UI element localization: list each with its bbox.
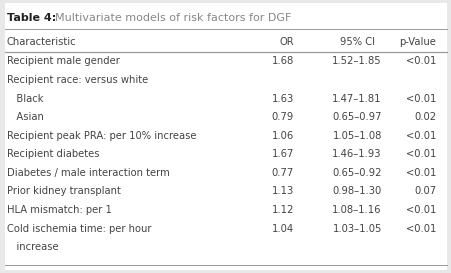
- Text: 1.03–1.05: 1.03–1.05: [331, 224, 381, 233]
- Text: 1.08–1.16: 1.08–1.16: [331, 205, 381, 215]
- Text: 1.46–1.93: 1.46–1.93: [331, 149, 381, 159]
- Text: 0.98–1.30: 0.98–1.30: [332, 186, 381, 196]
- Text: 1.06: 1.06: [271, 131, 293, 141]
- Text: Cold ischemia time: per hour: Cold ischemia time: per hour: [7, 224, 151, 233]
- Text: <0.01: <0.01: [405, 224, 435, 233]
- Text: 1.13: 1.13: [271, 186, 293, 196]
- Text: <0.01: <0.01: [405, 149, 435, 159]
- Text: Asian: Asian: [7, 112, 44, 122]
- Text: 1.52–1.85: 1.52–1.85: [331, 57, 381, 66]
- Text: 0.65–0.92: 0.65–0.92: [331, 168, 381, 178]
- Text: 1.04: 1.04: [271, 224, 293, 233]
- Text: Recipient diabetes: Recipient diabetes: [7, 149, 99, 159]
- Text: p-Value: p-Value: [398, 37, 435, 47]
- Text: Recipient race: versus white: Recipient race: versus white: [7, 75, 148, 85]
- Text: <0.01: <0.01: [405, 94, 435, 103]
- Text: <0.01: <0.01: [405, 57, 435, 66]
- Text: <0.01: <0.01: [405, 205, 435, 215]
- Text: Prior kidney transplant: Prior kidney transplant: [7, 186, 120, 196]
- Text: 0.02: 0.02: [413, 112, 435, 122]
- Text: 0.79: 0.79: [271, 112, 293, 122]
- Text: Table 4:: Table 4:: [7, 13, 56, 23]
- Text: Characteristic: Characteristic: [7, 37, 76, 47]
- Text: HLA mismatch: per 1: HLA mismatch: per 1: [7, 205, 111, 215]
- Text: increase: increase: [7, 242, 58, 252]
- Text: Recipient peak PRA: per 10% increase: Recipient peak PRA: per 10% increase: [7, 131, 196, 141]
- Text: 1.05–1.08: 1.05–1.08: [331, 131, 381, 141]
- Text: 1.68: 1.68: [271, 57, 293, 66]
- Text: 1.47–1.81: 1.47–1.81: [331, 94, 381, 103]
- Text: 0.07: 0.07: [413, 186, 435, 196]
- Text: 1.67: 1.67: [271, 149, 293, 159]
- Text: Recipient male gender: Recipient male gender: [7, 57, 120, 66]
- Text: 95% CI: 95% CI: [339, 37, 374, 47]
- Text: <0.01: <0.01: [405, 168, 435, 178]
- Text: 0.65–0.97: 0.65–0.97: [331, 112, 381, 122]
- Text: 1.12: 1.12: [271, 205, 293, 215]
- Text: OR: OR: [279, 37, 293, 47]
- Text: 0.77: 0.77: [271, 168, 293, 178]
- Text: Multivariate models of risk factors for DGF: Multivariate models of risk factors for …: [48, 13, 291, 23]
- Text: 1.63: 1.63: [271, 94, 293, 103]
- Text: Black: Black: [7, 94, 43, 103]
- Text: Diabetes / male interaction term: Diabetes / male interaction term: [7, 168, 169, 178]
- Text: <0.01: <0.01: [405, 131, 435, 141]
